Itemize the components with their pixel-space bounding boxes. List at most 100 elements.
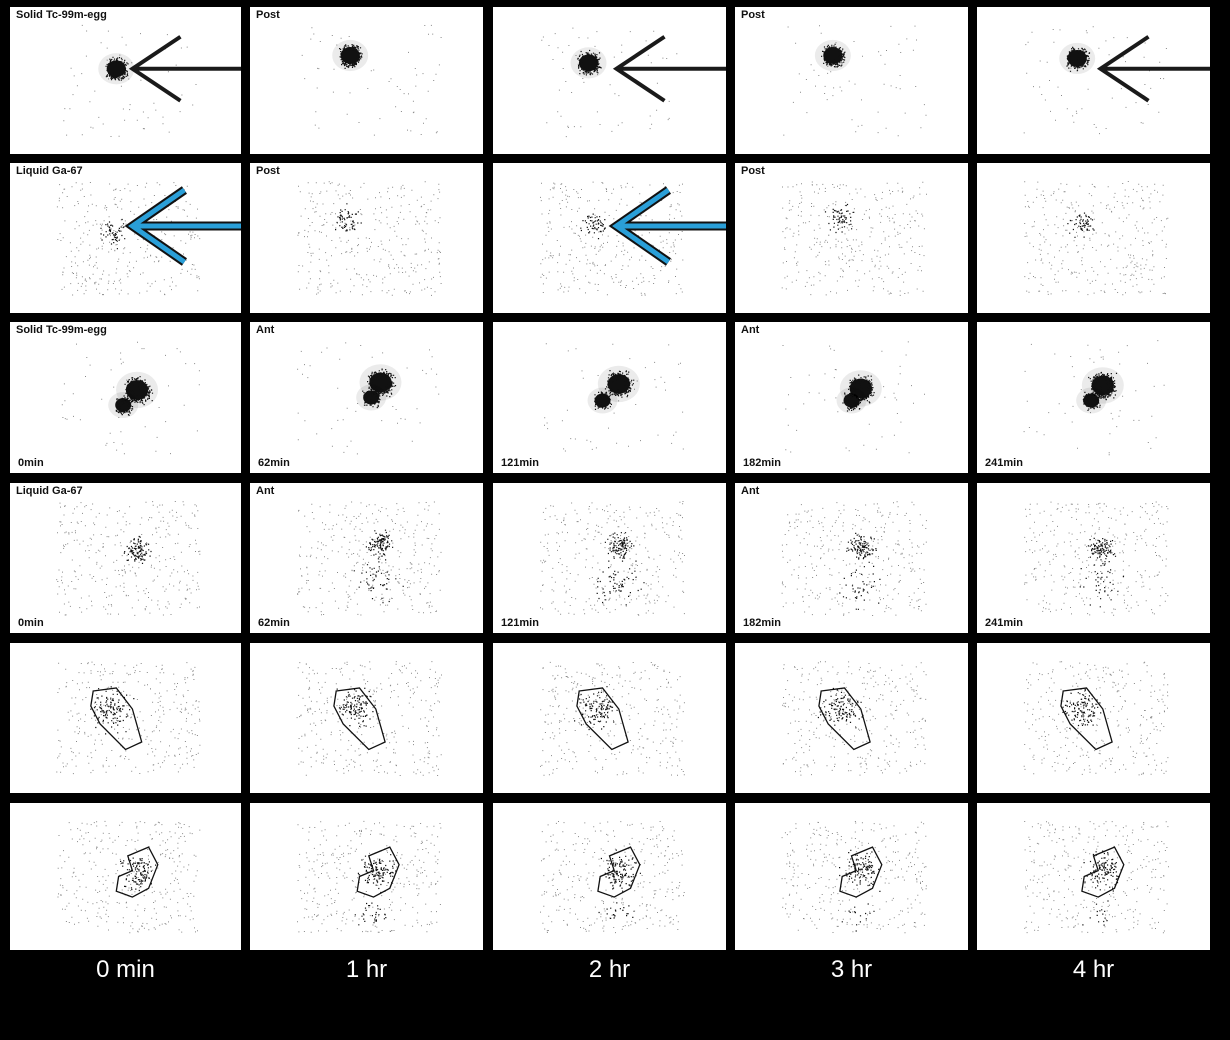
scan-image (301, 24, 442, 136)
scan-image (541, 27, 726, 138)
scan-image (782, 661, 927, 776)
scan-panel (977, 803, 1210, 950)
scan-image (297, 181, 442, 296)
panel-header-label: Ant (741, 324, 760, 336)
black-arrow-icon (128, 35, 241, 103)
scan-image (297, 501, 442, 616)
scan-image (782, 341, 925, 454)
acquisition-time-label: 62min (258, 617, 290, 629)
scan-image (56, 182, 241, 296)
acquisition-time-label: 182min (743, 617, 781, 629)
scan-image (540, 501, 685, 616)
roi-outline (839, 846, 883, 898)
scan-panel (493, 803, 726, 950)
scan-image (781, 821, 927, 934)
panel-header-label: Ant (256, 324, 275, 336)
acquisition-time-label: 121min (501, 457, 539, 469)
scan-panel (493, 7, 726, 154)
scan-panel: 241min (977, 322, 1210, 473)
scan-image (544, 343, 684, 452)
scan-panel (977, 163, 1210, 313)
scan-panel: Post (735, 163, 968, 313)
column-time-label: 0 min (96, 956, 155, 983)
scan-image (1023, 340, 1165, 456)
scan-image (540, 661, 685, 776)
acquisition-time-label: 0min (18, 617, 44, 629)
roi-outline (333, 687, 386, 751)
scan-image (57, 820, 201, 934)
scan-panel (10, 643, 241, 793)
acquisition-time-label: 241min (985, 457, 1023, 469)
panel-header-label: Post (256, 9, 280, 21)
black-arrow-icon (1096, 35, 1210, 103)
acquisition-time-label: 182min (743, 457, 781, 469)
acquisition-time-label: 62min (258, 457, 290, 469)
scan-image (781, 181, 927, 296)
roi-outline (1081, 846, 1125, 898)
column-time-label: 4 hr (1072, 956, 1115, 983)
acquisition-time-label: 241min (985, 617, 1023, 629)
scan-panel: Post (250, 7, 483, 154)
scan-image (783, 25, 927, 137)
scan-panel (735, 803, 968, 950)
roi-outline (818, 687, 871, 751)
panel-header-label: Liquid Ga-67 (16, 485, 83, 497)
scan-panel: Ant 182min (735, 483, 968, 633)
scan-image (1024, 501, 1169, 616)
scan-image (1024, 181, 1169, 296)
panel-header-label: Solid Tc-99m-egg (16, 9, 107, 21)
roi-outline (576, 687, 629, 751)
roi-outline (90, 687, 143, 751)
scan-panel: Ant 182min (735, 322, 968, 473)
roi-outline (1060, 687, 1113, 751)
scan-image (781, 501, 927, 616)
scan-image (540, 181, 726, 296)
scan-image (1024, 821, 1169, 934)
column-time-label: 3 hr (830, 956, 873, 983)
blue-arrow-icon (608, 186, 726, 266)
scan-image (1023, 661, 1169, 776)
scan-image (296, 661, 442, 776)
scan-panel: Post (250, 163, 483, 313)
panel-header-label: Ant (741, 485, 760, 497)
scan-panel: Liquid Ga-67 0min (10, 483, 241, 633)
scan-image (61, 341, 200, 455)
scan-panel (250, 803, 483, 950)
scan-image (1023, 26, 1210, 135)
scan-panel (493, 163, 726, 313)
scan-panel (977, 7, 1210, 154)
panel-header-label: Ant (256, 485, 275, 497)
panel-header-label: Post (256, 165, 280, 177)
roi-outline (115, 846, 159, 898)
scan-panel (735, 643, 968, 793)
scan-image (297, 820, 442, 933)
scan-image (56, 661, 201, 775)
scan-image (56, 501, 201, 616)
scan-panel: Ant 62min (250, 322, 483, 473)
scan-panel: Ant 62min (250, 483, 483, 633)
roi-outline (356, 846, 400, 898)
scan-panel (10, 803, 241, 950)
column-time-label: 2 hr (588, 956, 631, 983)
black-arrow-icon (612, 35, 726, 103)
roi-outline (597, 846, 641, 898)
scan-panel (250, 643, 483, 793)
scan-panel: Post (735, 7, 968, 154)
blue-arrow-icon (124, 186, 241, 266)
acquisition-time-label: 0min (18, 457, 44, 469)
panel-header-label: Liquid Ga-67 (16, 165, 83, 177)
scan-image (540, 821, 685, 934)
scan-panel: Liquid Ga-67 (10, 163, 241, 313)
column-time-label: 1 hr (345, 956, 388, 983)
scan-panel: 241min (977, 483, 1210, 633)
scan-panel (977, 643, 1210, 793)
scan-panel: Solid Tc-99m-egg (10, 7, 241, 154)
acquisition-time-label: 121min (501, 617, 539, 629)
panel-header-label: Post (741, 9, 765, 21)
panel-header-label: Post (741, 165, 765, 177)
scan-panel: Solid Tc-99m-egg 0min (10, 322, 241, 473)
scan-image (297, 342, 440, 455)
panel-header-label: Solid Tc-99m-egg (16, 324, 107, 336)
scan-image (63, 24, 241, 137)
